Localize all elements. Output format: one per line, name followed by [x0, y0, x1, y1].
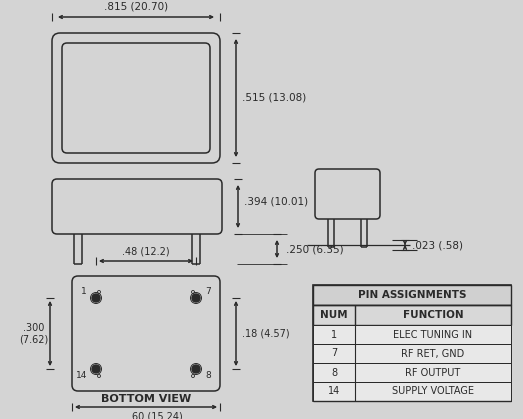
- Text: 7: 7: [205, 287, 211, 297]
- Text: 1: 1: [331, 329, 337, 339]
- Text: .023 (.58): .023 (.58): [412, 240, 462, 250]
- Text: .250 (6.35): .250 (6.35): [286, 244, 344, 254]
- Text: ELEC TUNING IN: ELEC TUNING IN: [393, 329, 473, 339]
- Text: 14: 14: [328, 386, 340, 396]
- Text: 7: 7: [331, 349, 337, 359]
- Text: .515 (13.08): .515 (13.08): [242, 93, 306, 103]
- Bar: [313, 305, 511, 325]
- Text: .394 (10.01): .394 (10.01): [244, 197, 308, 207]
- Text: FUNCTION: FUNCTION: [403, 310, 463, 320]
- Bar: [313, 382, 511, 401]
- Text: .300
(7.62): .300 (7.62): [19, 323, 49, 344]
- Text: .48 (12.2): .48 (12.2): [122, 247, 170, 257]
- Circle shape: [92, 294, 100, 302]
- Circle shape: [192, 294, 200, 302]
- Text: .18 (4.57): .18 (4.57): [242, 328, 290, 339]
- Text: .815 (20.70): .815 (20.70): [104, 2, 168, 12]
- Text: RF RET, GND: RF RET, GND: [401, 349, 464, 359]
- Bar: [313, 363, 511, 382]
- Text: NUM: NUM: [320, 310, 348, 320]
- Circle shape: [92, 365, 100, 373]
- Text: SUPPLY VOLTAGE: SUPPLY VOLTAGE: [392, 386, 474, 396]
- Text: .60 (15.24): .60 (15.24): [129, 411, 183, 419]
- Text: 14: 14: [76, 372, 87, 380]
- Text: PIN ASSIGNMENTS: PIN ASSIGNMENTS: [358, 290, 466, 300]
- Text: 1: 1: [81, 287, 87, 297]
- Bar: [313, 325, 511, 344]
- Circle shape: [192, 365, 200, 373]
- Bar: [313, 344, 511, 363]
- Text: 8: 8: [331, 367, 337, 378]
- Bar: [313, 285, 511, 401]
- Bar: [313, 285, 511, 305]
- Text: RF OUTPUT: RF OUTPUT: [405, 367, 461, 378]
- Text: 8: 8: [205, 372, 211, 380]
- Text: BOTTOM VIEW: BOTTOM VIEW: [101, 394, 191, 404]
